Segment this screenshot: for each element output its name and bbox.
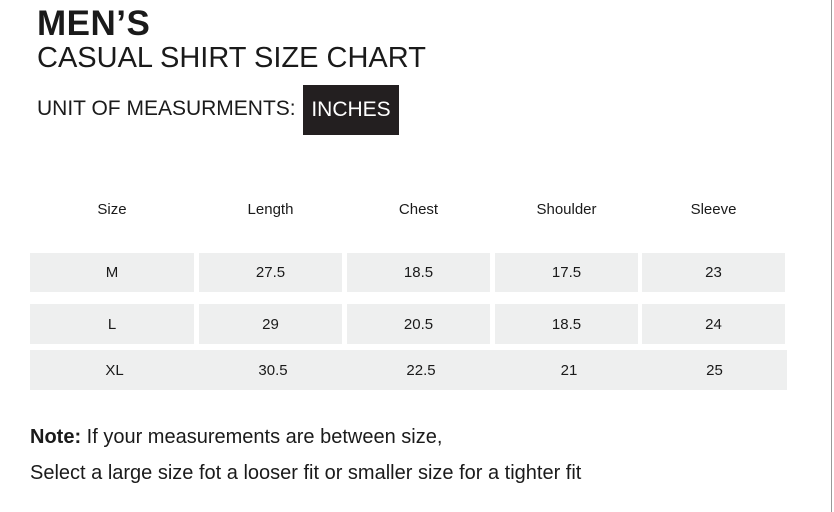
unit-label: UNIT OF MEASURMENTS: — [37, 97, 296, 120]
table-cell: 30.5 — [199, 350, 347, 390]
table-cell: 21 — [495, 350, 643, 390]
table-cell: 20.5 — [347, 304, 490, 344]
unit-badge: INCHES — [303, 85, 399, 135]
note-label: Note: — [30, 426, 82, 448]
subtitle: CASUAL SHIRT SIZE CHART — [37, 42, 426, 74]
table-cell: 22.5 — [347, 350, 495, 390]
border-line — [831, 0, 832, 512]
note-line-2: Select a large size fot a looser fit or … — [30, 462, 582, 484]
table-cell: 29 — [199, 304, 342, 344]
table-cell: 18.5 — [495, 304, 638, 344]
table-cell: M — [30, 253, 194, 292]
table-cell: 18.5 — [347, 253, 490, 292]
table-cell: L — [30, 304, 194, 344]
header-sleeve: Sleeve — [690, 201, 737, 218]
table-cell: 24 — [642, 304, 785, 344]
table-cell: 17.5 — [495, 253, 638, 292]
table-cell: XL — [30, 350, 199, 390]
note-line-1: Note: If your measurements are between s… — [30, 426, 442, 449]
header-chest: Chest — [398, 201, 439, 218]
note-text: If your measurements are between size, — [81, 426, 443, 448]
table-cell: 23 — [642, 253, 785, 292]
table-cell: 27.5 — [199, 253, 342, 292]
header-shoulder: Shoulder — [536, 201, 597, 218]
header-length: Length — [247, 201, 294, 218]
header-size: Size — [97, 201, 127, 218]
title: MEN’S — [37, 4, 151, 43]
table-cell: 25 — [642, 350, 787, 390]
